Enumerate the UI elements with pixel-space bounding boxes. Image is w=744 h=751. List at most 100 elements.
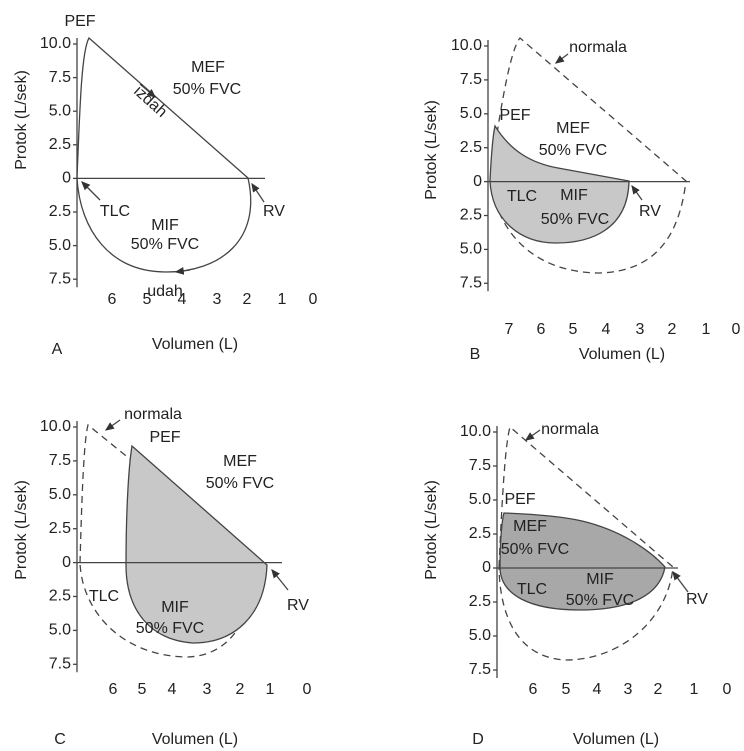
- annotation: TLC: [100, 203, 130, 220]
- y-tick-label: 2.5: [460, 207, 482, 224]
- arrow: [81, 181, 101, 201]
- y-tick-label: 0: [62, 170, 71, 187]
- x-axis-label: Volumen (L): [152, 336, 238, 353]
- annotation: PEF: [64, 13, 95, 30]
- annotation: udah: [147, 283, 183, 300]
- annotation: RV: [639, 203, 661, 220]
- y-axis-label: Protok (L/sek): [423, 100, 440, 200]
- annotation: 50% FVC: [541, 211, 609, 228]
- x-tick-label: 0: [303, 681, 312, 698]
- y-tick-label: 2.5: [49, 203, 71, 220]
- arrow: [251, 182, 265, 203]
- arrow: [672, 570, 689, 593]
- annotation: normala: [569, 39, 627, 56]
- annotation: PEF: [504, 491, 535, 508]
- annotation: RV: [686, 591, 708, 608]
- panel-letter: C: [54, 731, 66, 748]
- x-tick-label: 2: [654, 681, 663, 698]
- y-tick-label: 7.5: [49, 69, 71, 86]
- normal-loop: [489, 37, 687, 274]
- x-tick-label: 5: [562, 681, 571, 698]
- y-tick-label: 2.5: [49, 136, 71, 153]
- y-tick-label: 5.0: [49, 102, 71, 119]
- annotation: MEF: [191, 59, 225, 76]
- y-axis-label: Protok (L/sek): [423, 480, 440, 580]
- y-tick-label: 7.5: [469, 457, 491, 474]
- arrow: [271, 568, 289, 591]
- arrow: [139, 83, 156, 98]
- y-tick-label: 0: [473, 173, 482, 190]
- annotation: MEF: [556, 120, 590, 137]
- y-tick-label: 5.0: [460, 105, 482, 122]
- x-tick-label: 5: [143, 291, 152, 308]
- annotation: TLC: [89, 588, 119, 605]
- arrow: [104, 419, 121, 431]
- x-tick-label: 5: [138, 681, 147, 698]
- loop: [125, 444, 268, 644]
- x-tick-label: 4: [178, 291, 187, 308]
- x-axis-label: Volumen (L): [573, 731, 659, 748]
- panel-letter: A: [52, 341, 63, 358]
- y-tick-label: 2.5: [49, 520, 71, 537]
- y-tick-label: 2.5: [469, 593, 491, 610]
- y-tick-label: 5.0: [49, 237, 71, 254]
- x-tick-label: 4: [168, 681, 177, 698]
- x-tick-label: 4: [593, 681, 602, 698]
- x-tick-label: 1: [702, 321, 711, 338]
- y-axis-label: Protok (L/sek): [13, 480, 30, 580]
- y-tick-label: 7.5: [460, 71, 482, 88]
- x-axis-label: Volumen (L): [152, 731, 238, 748]
- y-tick-label: 10.0: [460, 423, 491, 440]
- panel-letter: B: [470, 346, 481, 363]
- annotation: normala: [124, 406, 182, 423]
- annotation: izdah: [130, 83, 170, 121]
- arrow: [631, 184, 643, 201]
- x-tick-label: 2: [236, 681, 245, 698]
- annotation: 50% FVC: [136, 620, 204, 637]
- annotation: 50% FVC: [173, 81, 241, 98]
- annotation: MIF: [560, 187, 588, 204]
- arrow: [554, 53, 569, 64]
- annotation: MIF: [586, 571, 614, 588]
- x-tick-label: 2: [668, 321, 677, 338]
- arrow: [174, 267, 191, 275]
- annotation: 50% FVC: [501, 541, 569, 558]
- y-tick-label: 2.5: [49, 588, 71, 605]
- y-tick-label: 0: [482, 559, 491, 576]
- x-tick-label: 3: [636, 321, 645, 338]
- x-tick-label: 7: [505, 321, 514, 338]
- y-tick-label: 2.5: [460, 139, 482, 156]
- annotation: RV: [287, 597, 309, 614]
- x-tick-label: 6: [108, 291, 117, 308]
- arrow: [524, 429, 541, 441]
- y-tick-label: 5.0: [469, 491, 491, 508]
- x-tick-label: 1: [266, 681, 275, 698]
- annotation: PEF: [149, 429, 180, 446]
- y-tick-label: 5.0: [469, 627, 491, 644]
- annotation: PEF: [499, 107, 530, 124]
- y-tick-label: 0: [62, 554, 71, 571]
- y-tick-label: 10.0: [40, 35, 71, 52]
- x-tick-label: 4: [602, 321, 611, 338]
- annotation: MEF: [513, 518, 547, 535]
- loop: [489, 124, 630, 244]
- annotation: 50% FVC: [206, 475, 274, 492]
- x-tick-label: 2: [243, 291, 252, 308]
- y-tick-label: 10.0: [451, 37, 482, 54]
- x-tick-label: 0: [309, 291, 318, 308]
- x-tick-label: 5: [569, 321, 578, 338]
- y-axis-label: Protok (L/sek): [13, 70, 30, 170]
- y-tick-label: 2.5: [469, 525, 491, 542]
- y-tick-label: 5.0: [460, 241, 482, 258]
- y-tick-label: 5.0: [49, 486, 71, 503]
- x-tick-label: 0: [732, 321, 741, 338]
- annotation: 50% FVC: [566, 592, 634, 609]
- loop: [499, 512, 666, 611]
- annotation: MIF: [151, 217, 179, 234]
- annotation: TLC: [517, 581, 547, 598]
- annotation: RV: [263, 203, 285, 220]
- x-tick-label: 3: [624, 681, 633, 698]
- y-tick-label: 7.5: [49, 452, 71, 469]
- x-tick-label: 1: [690, 681, 699, 698]
